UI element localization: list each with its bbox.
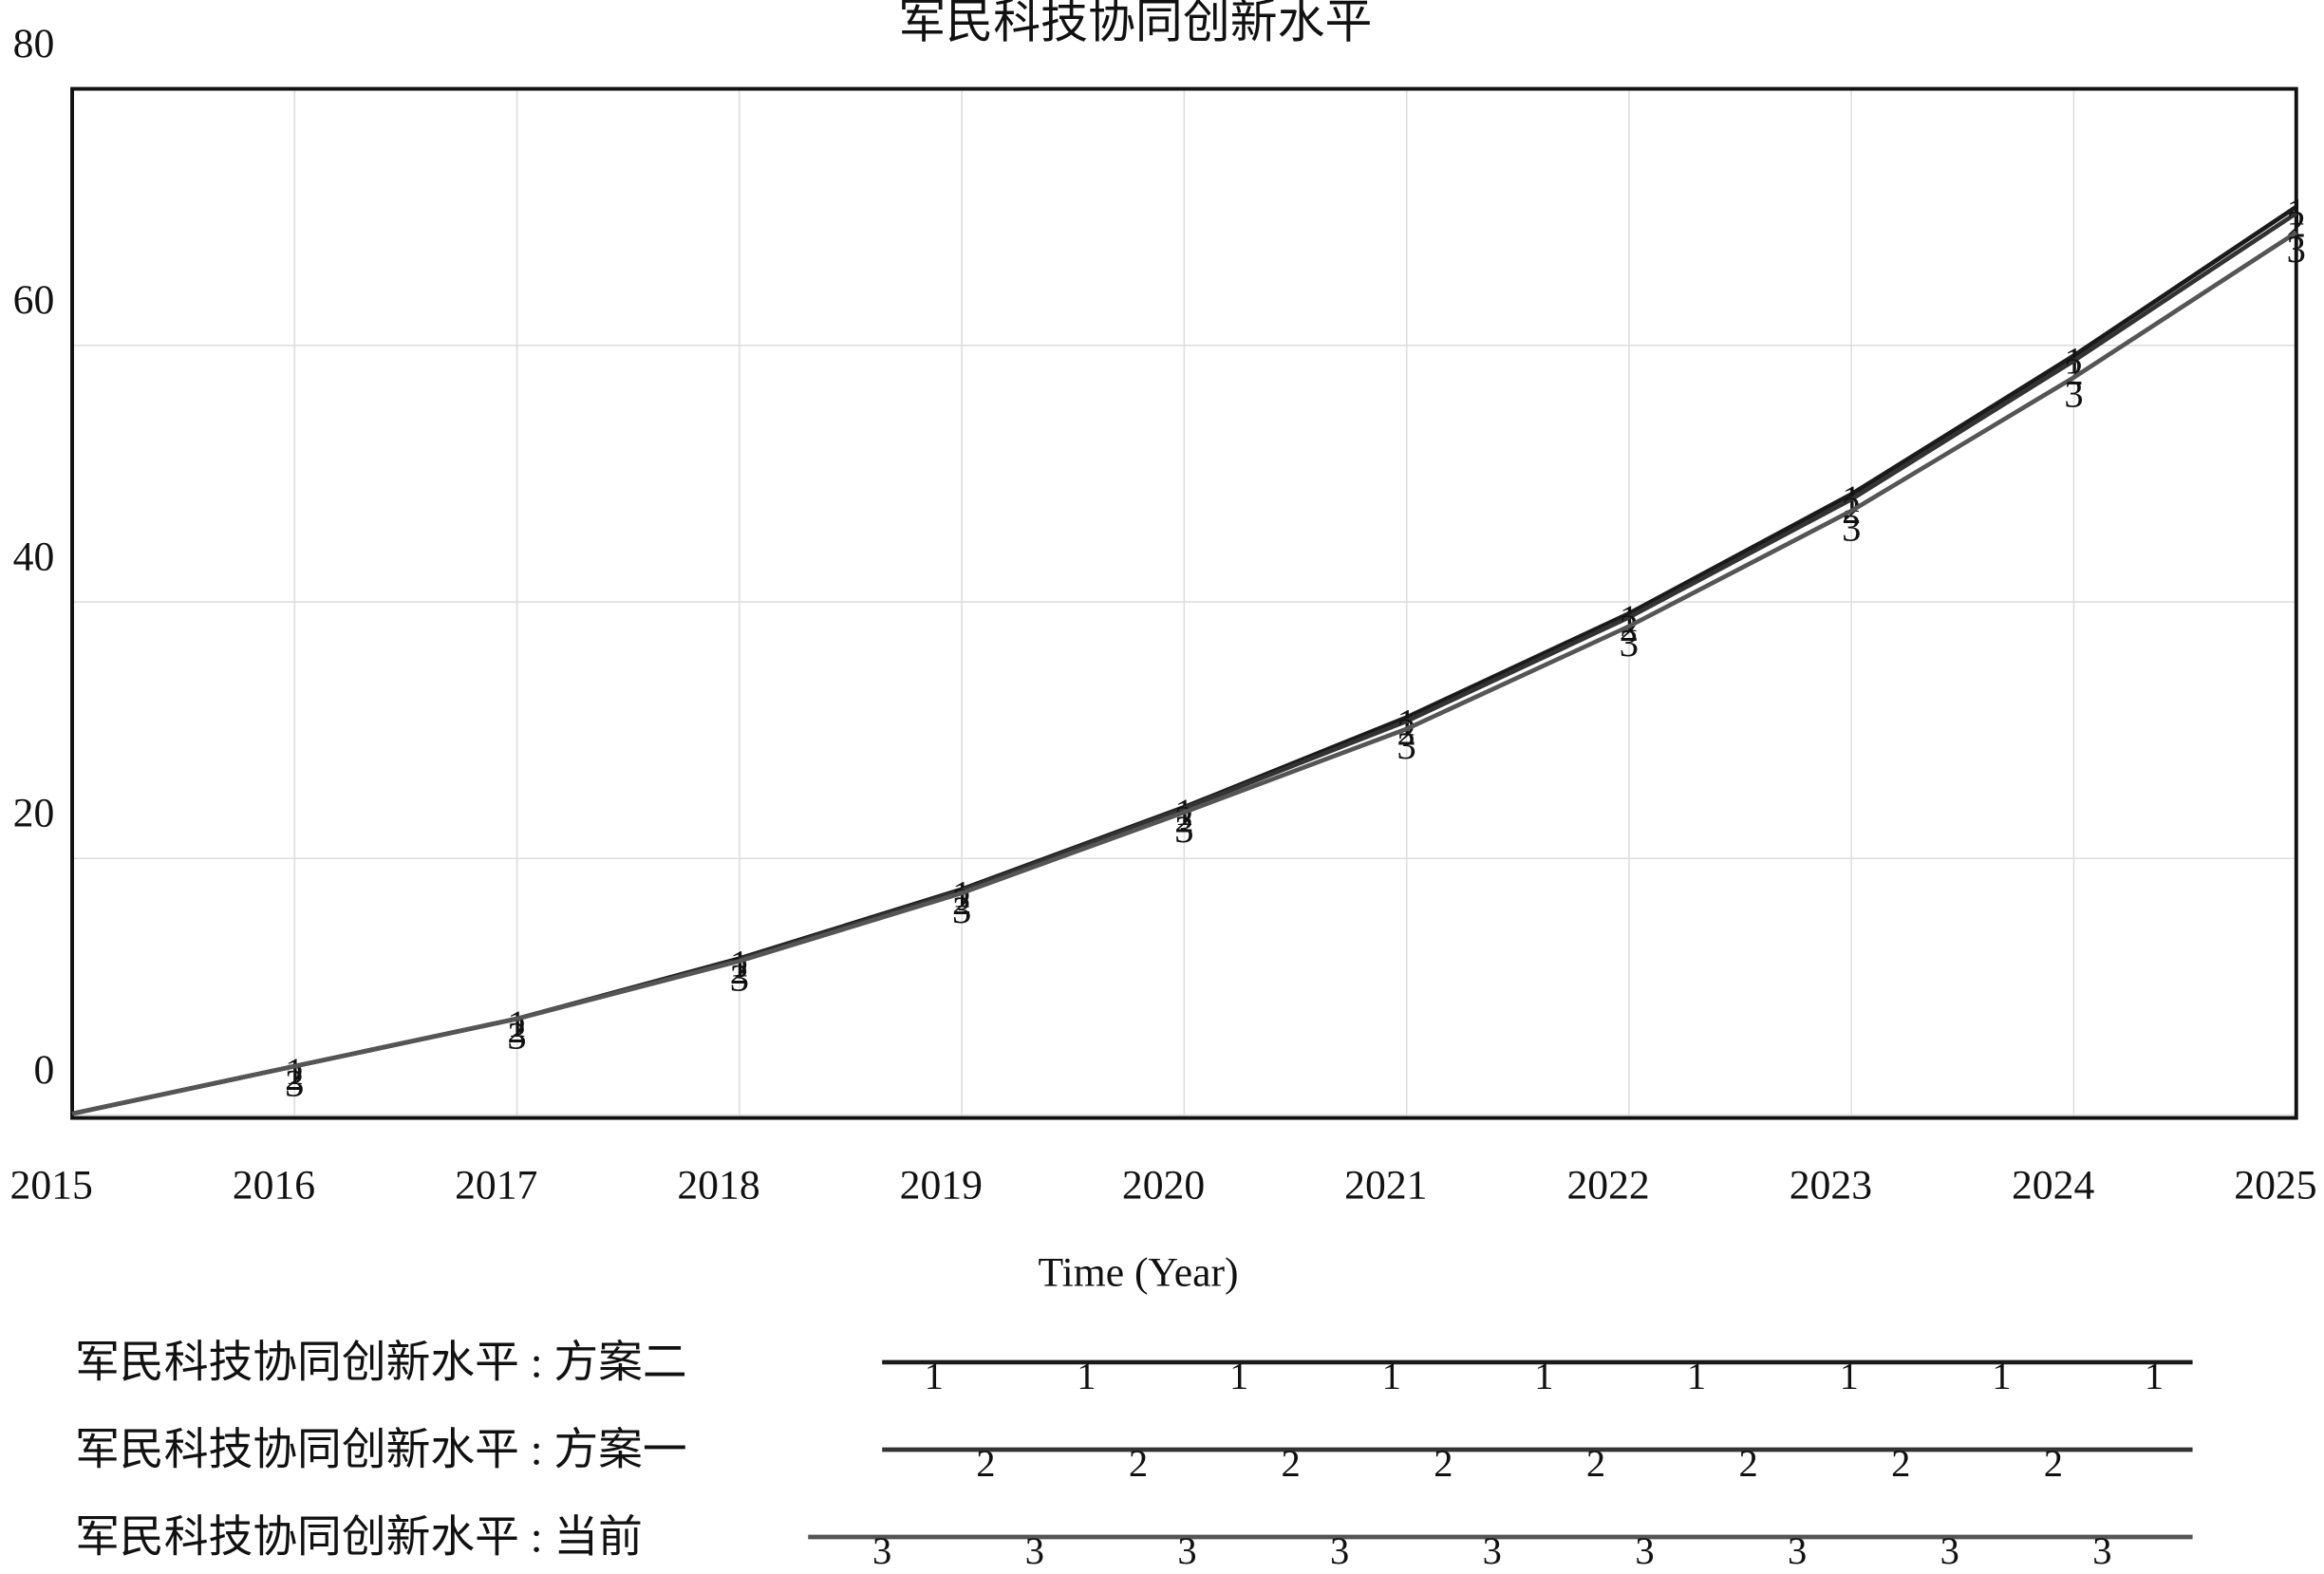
legend-marker: 3 <box>872 1529 891 1572</box>
legend-marker: 2 <box>1739 1442 1758 1485</box>
legend-marker: 3 <box>1483 1529 1502 1572</box>
legend-marker: 2 <box>1891 1442 1910 1485</box>
x-tick-label: 2015 <box>10 1162 93 1208</box>
legend-marker: 3 <box>2092 1529 2111 1572</box>
chart-title: 军民科技协同创新水平 <box>898 0 1372 48</box>
x-tick-label: 2023 <box>1790 1162 1872 1208</box>
legend-marker: 1 <box>1687 1355 1706 1397</box>
legend-marker: 1 <box>1992 1355 2011 1397</box>
legend-marker: 2 <box>1586 1442 1605 1485</box>
line-marker: 3 <box>730 956 749 999</box>
y-tick-label: 0 <box>33 1047 54 1093</box>
legend-marker: 2 <box>976 1442 995 1485</box>
line-marker: 3 <box>1842 506 1861 549</box>
line-marker: 1 <box>507 1002 526 1045</box>
legend-marker: 3 <box>1025 1529 1044 1572</box>
x-tick-label: 2024 <box>2012 1162 2094 1208</box>
plot-frame <box>70 86 2298 1120</box>
legend-label: 军民科技协同创新水平 : 方案二 <box>75 1338 687 1387</box>
line-marker: 3 <box>1620 622 1639 665</box>
y-tick-label: 60 <box>13 277 55 323</box>
legend-marker: 2 <box>1282 1442 1301 1485</box>
x-axis-label: Time (Year) <box>1039 1250 1239 1296</box>
line-marker: 3 <box>1174 808 1193 851</box>
legend-label: 军民科技协同创新水平 : 方案一 <box>75 1425 687 1474</box>
legend-marker: 3 <box>1635 1529 1654 1572</box>
line-marker: 1 <box>730 942 749 984</box>
legend-marker: 1 <box>1534 1355 1553 1397</box>
legend-marker: 3 <box>1177 1529 1196 1572</box>
y-tick-label: 80 <box>13 21 55 66</box>
legend-marker: 2 <box>2044 1442 2063 1485</box>
legend-marker: 3 <box>1788 1529 1807 1572</box>
y-tick-label: 20 <box>13 791 55 836</box>
legend-marker: 1 <box>1229 1355 1248 1397</box>
line-marker: 3 <box>1397 724 1416 767</box>
series-line <box>71 230 2298 1116</box>
legend-marker: 1 <box>1382 1355 1401 1397</box>
legend-label: 军民科技协同创新水平 : 当前 <box>75 1512 643 1562</box>
legend-marker: 1 <box>925 1355 944 1397</box>
legend-marker: 1 <box>1077 1355 1096 1397</box>
x-tick-label: 2020 <box>1122 1162 1205 1208</box>
line-marker: 3 <box>285 1061 304 1104</box>
x-tick-label: 2025 <box>2234 1162 2316 1208</box>
line-marker: 3 <box>2064 373 2083 416</box>
legend-marker: 3 <box>1330 1529 1349 1572</box>
line-marker: 3 <box>507 1014 526 1057</box>
legend-marker: 2 <box>1129 1442 1148 1485</box>
x-tick-label: 2019 <box>900 1162 983 1208</box>
legend-marker: 1 <box>2145 1355 2164 1397</box>
legend-marker: 3 <box>1940 1529 1959 1572</box>
line-marker: 3 <box>952 889 971 931</box>
line-marker: 3 <box>2287 228 2306 271</box>
x-tick-label: 2018 <box>677 1162 759 1208</box>
legend-marker: 1 <box>1840 1355 1859 1397</box>
line-marker: 1 <box>2287 191 2306 234</box>
x-tick-label: 2017 <box>455 1162 537 1208</box>
x-tick-label: 2021 <box>1344 1162 1427 1208</box>
x-tick-label: 2016 <box>233 1162 315 1208</box>
line-marker: 2 <box>1397 711 1416 754</box>
legend-marker: 2 <box>1434 1442 1452 1485</box>
line-marker: 1 <box>285 1050 304 1093</box>
x-tick-label: 2022 <box>1566 1162 1649 1208</box>
y-tick-label: 40 <box>13 534 55 579</box>
